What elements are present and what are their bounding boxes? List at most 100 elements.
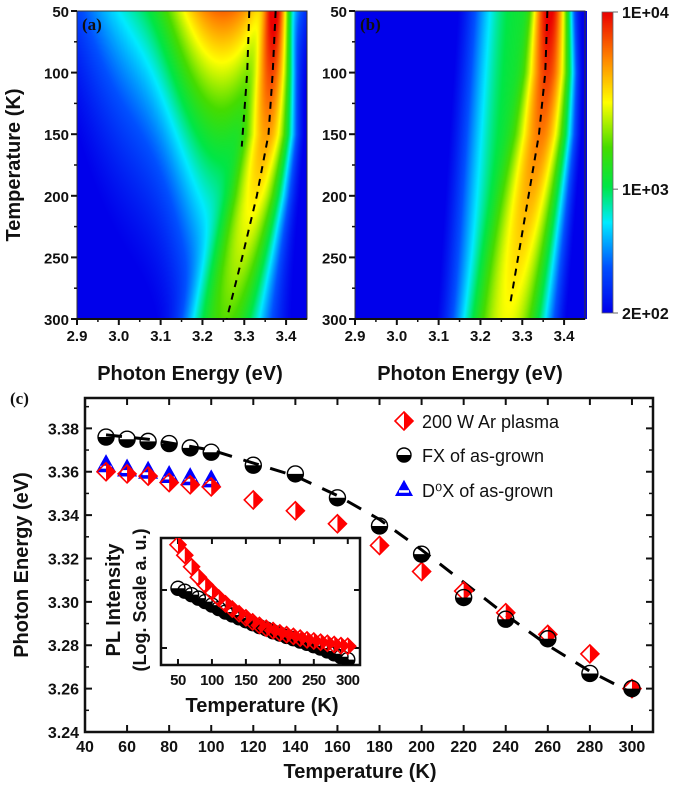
data-point-fx (181, 439, 199, 457)
y-tick-label: 100 (322, 66, 347, 83)
diamond-fill (379, 536, 389, 555)
diamond-fill (169, 473, 179, 492)
circle-fill (245, 465, 262, 474)
circle-outline (328, 489, 347, 507)
panel-label-c: (c) (10, 389, 29, 408)
data-point-fx (97, 428, 115, 446)
circle-outline (623, 679, 641, 698)
diamond-fill (253, 490, 263, 509)
x-tick-label: 220 (450, 739, 477, 756)
circle-outline (118, 430, 136, 448)
diamond-outline (311, 633, 330, 652)
legend-label-fx: FX of as-grown (422, 446, 544, 466)
x-tick-label: 140 (282, 739, 309, 756)
legend-marker-fx (396, 447, 412, 463)
data-point-ar-plasma (453, 580, 474, 602)
data-point-fx (623, 679, 641, 698)
data-point-ar-plasma (243, 489, 264, 511)
inset-point-ar-plasma (182, 557, 201, 576)
data-point-fx (412, 545, 431, 563)
inset-point-ar-plasma (175, 546, 194, 565)
circle-outline (170, 580, 186, 596)
x-axis-title-a: Photon Energy (eV) (97, 363, 283, 385)
legend-triangle (394, 479, 414, 496)
diamond-outline (284, 627, 303, 646)
diamond-outline (263, 621, 283, 640)
colorbar (602, 12, 613, 313)
diamond-outline (325, 635, 344, 654)
diamond-outline (285, 500, 306, 521)
diamond-fill (106, 462, 116, 481)
diamond-outline (182, 557, 201, 576)
x-tick-label: 3.0 (386, 328, 407, 345)
y-tick-label: 300 (322, 312, 347, 329)
y-tick-label: 250 (322, 250, 347, 267)
x-tick-label: 3.3 (234, 328, 255, 345)
circle-outline (412, 545, 431, 563)
inset-x-tick-label: 100 (200, 672, 224, 689)
x-tick-label: 260 (534, 739, 561, 756)
diamond-outline (327, 513, 348, 534)
circle-fill (119, 439, 136, 448)
circle-outline (581, 664, 599, 683)
y-tick-label: 150 (322, 127, 347, 144)
diamond-outline (243, 489, 264, 511)
data-point-ar-plasma (369, 535, 390, 556)
diamond-fill (148, 467, 158, 486)
data-point-fx (370, 517, 389, 535)
data-point-fx (581, 664, 599, 683)
y-tick-label: 3.34 (48, 508, 79, 525)
dashed-peak-line (508, 10, 549, 307)
diamond-outline (621, 678, 643, 699)
panel-label-b: (b) (360, 15, 381, 34)
x-axis-title-c: Temperature (K) (284, 761, 437, 783)
circle-fill (287, 473, 304, 482)
data-point-ar-plasma (579, 643, 601, 665)
circle-fill (397, 455, 411, 462)
legend-marker-d0x (394, 479, 414, 496)
x-tick-label: 200 (408, 739, 435, 756)
diamond-outline (338, 637, 357, 656)
inset-x-tick-label: 150 (234, 672, 258, 689)
heatmap-a (77, 11, 307, 319)
data-point-ar-plasma (137, 465, 159, 487)
x-tick-label: 2.9 (345, 328, 366, 345)
diamond-fill (273, 622, 282, 639)
panel-label-a: (a) (82, 15, 102, 34)
inset-points (168, 538, 357, 665)
circle-fill (581, 673, 598, 682)
diamond-outline (393, 410, 415, 432)
x-tick-label: 100 (198, 739, 225, 756)
diamond-outline (216, 594, 235, 614)
dashed-peak-line (240, 10, 251, 147)
x-tick-label: 3.1 (150, 328, 171, 345)
diamond-fill (177, 538, 186, 553)
circle-outline (286, 465, 305, 483)
diamond-outline (291, 629, 310, 648)
legend-label-ar-plasma: 200 W Ar plasma (422, 412, 560, 432)
y-tick-label: 3.32 (48, 551, 79, 568)
data-point-fx (454, 588, 473, 607)
data-point-fx (497, 610, 515, 628)
x-tick-label: 120 (240, 739, 267, 756)
circle-fill (98, 437, 115, 446)
data-point-fx (539, 630, 557, 648)
diamond-outline (201, 476, 222, 498)
y-tick-label: 50 (52, 4, 69, 21)
diamond-outline (95, 461, 117, 482)
legend-label-d0x: D⁰X of as-grown (422, 481, 553, 501)
triangle-stripe (121, 470, 133, 473)
panel-b: 2.9 3.0 3.1 3.2 3.3 3.4 50 100 150 200 250 300 (322, 4, 586, 345)
diamond-fill (266, 620, 275, 637)
circle-outline (497, 610, 515, 628)
panel-c-inset: 50 100 150 200 250 300 (159, 536, 362, 689)
x-tick-label: 40 (76, 739, 94, 756)
y-tick-label: 250 (44, 250, 69, 267)
diamond-fill (127, 464, 137, 483)
inset-x-tick-label: 200 (268, 672, 292, 689)
circle-fill (371, 525, 388, 534)
diamond-outline (369, 535, 390, 556)
circle-outline (139, 432, 157, 451)
legend-marker-ar-plasma (393, 410, 415, 432)
diamond-fill (211, 477, 221, 496)
